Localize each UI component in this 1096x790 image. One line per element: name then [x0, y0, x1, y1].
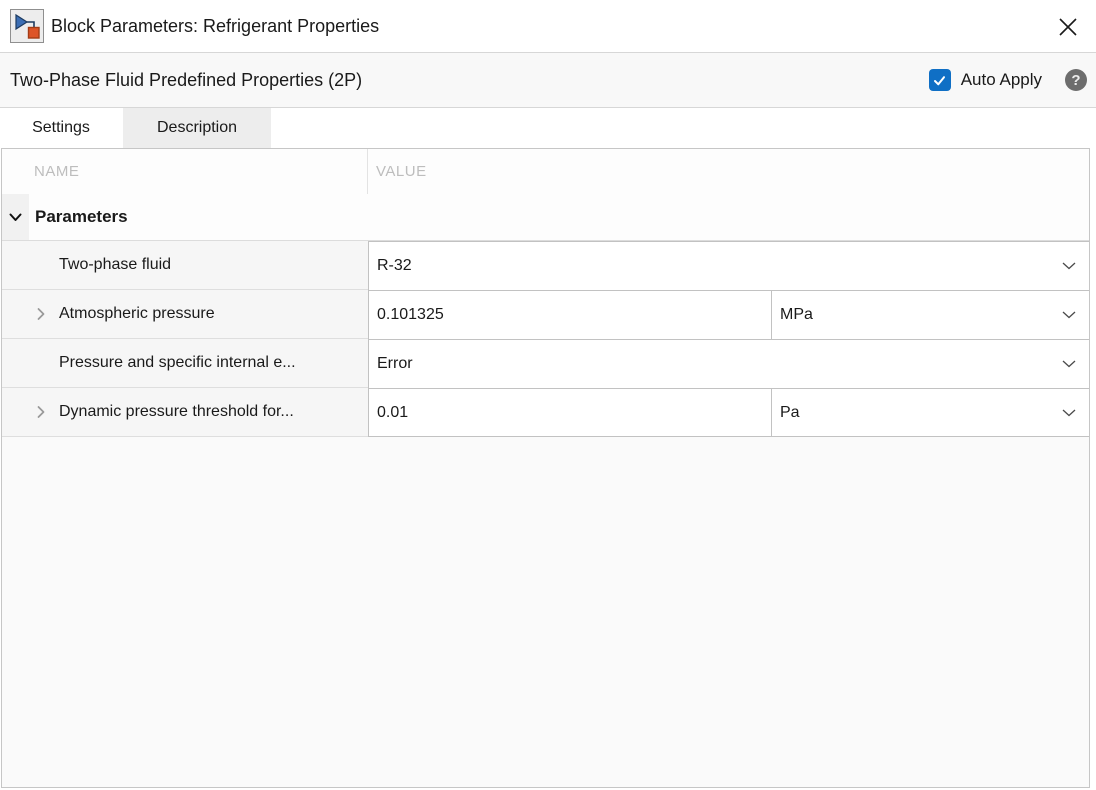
- expand-row-control[interactable]: [37, 308, 45, 321]
- param-name-cell: Pressure and specific internal e...: [2, 339, 368, 388]
- chevron-right-icon: [37, 406, 45, 418]
- dropdown-chevron-icon: [1062, 262, 1076, 270]
- unit-value: Pa: [780, 403, 800, 421]
- param-name-cell: Atmospheric pressure: [2, 290, 368, 339]
- section-collapse-control[interactable]: [2, 194, 29, 240]
- help-glyph: ?: [1071, 71, 1081, 89]
- atmospheric-pressure-unit-dropdown[interactable]: MPa: [771, 290, 1089, 339]
- atmospheric-pressure-input[interactable]: 0.101325: [368, 290, 771, 339]
- tab-bar: Settings Description: [0, 108, 1096, 148]
- table-row: Pressure and specific internal e... Erro…: [2, 339, 1089, 388]
- input-value: 0.01: [377, 403, 409, 421]
- param-name-label: Two-phase fluid: [59, 256, 172, 273]
- param-name-cell: Two-phase fluid: [2, 241, 368, 290]
- expand-row-control[interactable]: [37, 406, 45, 419]
- tab-settings-label: Settings: [32, 119, 90, 136]
- dropdown-chevron-icon: [1062, 360, 1076, 368]
- param-name-label: Atmospheric pressure: [59, 305, 215, 322]
- input-value: 0.101325: [377, 306, 444, 323]
- parameters-panel: NAME VALUE Parameters Two-phase fluid R-…: [1, 148, 1090, 788]
- dynamic-pressure-threshold-input[interactable]: 0.01: [368, 388, 771, 437]
- name-column-header: NAME: [2, 149, 368, 194]
- block-type-title: Two-Phase Fluid Predefined Properties (2…: [10, 69, 363, 90]
- chevron-down-icon: [9, 213, 22, 221]
- dropdown-chevron-icon: [1062, 311, 1076, 319]
- name-header-label: NAME: [34, 163, 80, 180]
- dropdown-value: R-32: [377, 257, 412, 274]
- value-column-header: VALUE: [368, 149, 427, 194]
- close-icon: [1059, 18, 1077, 36]
- parameters-section-row: Parameters: [2, 194, 1089, 241]
- panel-empty-area: [2, 437, 1089, 787]
- chevron-right-icon: [37, 308, 45, 320]
- section-title: Parameters: [35, 207, 128, 226]
- param-name-cell: Dynamic pressure threshold for...: [2, 388, 368, 437]
- unit-value: MPa: [780, 306, 813, 323]
- dynamic-pressure-threshold-unit-dropdown[interactable]: Pa: [771, 388, 1089, 437]
- tab-settings[interactable]: Settings: [0, 108, 122, 148]
- two-phase-fluid-dropdown[interactable]: R-32: [368, 241, 1089, 290]
- auto-apply-group: Auto Apply ?: [928, 69, 1087, 91]
- table-row: Atmospheric pressure 0.101325 MPa: [2, 290, 1089, 339]
- dropdown-chevron-icon: [1062, 409, 1076, 416]
- tab-description[interactable]: Description: [123, 108, 271, 148]
- value-header-label: VALUE: [376, 163, 427, 180]
- checkmark-icon: [934, 75, 946, 85]
- dialog-title: Block Parameters: Refrigerant Properties: [51, 15, 380, 36]
- param-name-label: Pressure and specific internal e...: [59, 354, 296, 371]
- param-name-label: Dynamic pressure threshold for...: [59, 403, 294, 420]
- pressure-energy-error-dropdown[interactable]: Error: [368, 339, 1089, 388]
- dropdown-value: Error: [377, 355, 413, 372]
- simulink-block-icon: [10, 9, 44, 43]
- auto-apply-checkbox[interactable]: [928, 69, 951, 91]
- dialog-title-bar: Block Parameters: Refrigerant Properties: [0, 0, 1096, 53]
- table-header-row: NAME VALUE: [2, 149, 1089, 194]
- table-row: Two-phase fluid R-32: [2, 241, 1089, 290]
- help-icon[interactable]: ?: [1065, 69, 1087, 91]
- table-row: Dynamic pressure threshold for... 0.01 P…: [2, 388, 1089, 437]
- close-button[interactable]: [1052, 11, 1084, 43]
- auto-apply-label: Auto Apply: [960, 70, 1042, 89]
- tab-description-label: Description: [156, 119, 238, 136]
- block-type-band: Two-Phase Fluid Predefined Properties (2…: [0, 53, 1096, 108]
